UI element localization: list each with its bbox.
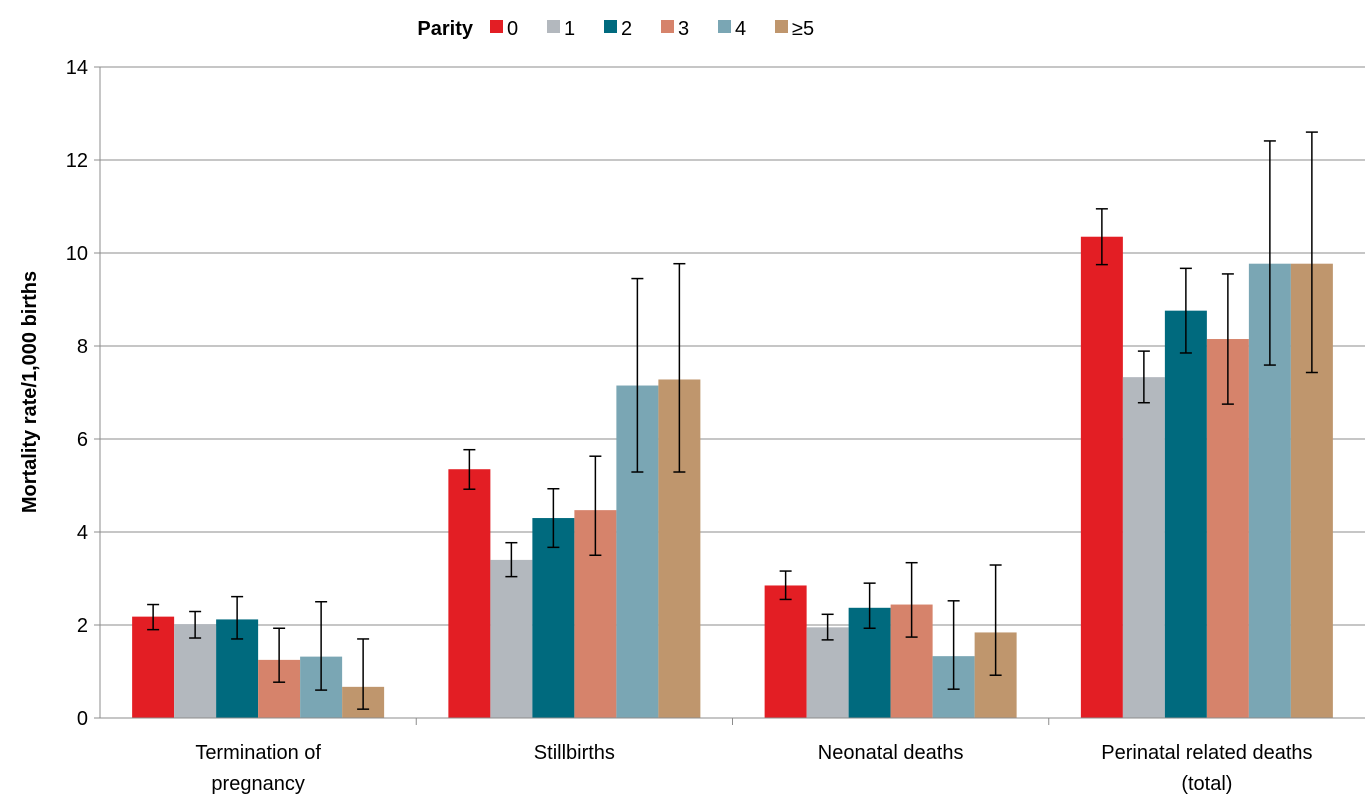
x-tick-label: Perinatal related deaths: [1101, 742, 1312, 764]
gridlines: [100, 66, 1365, 626]
bar: [448, 469, 491, 718]
bar: [806, 627, 849, 718]
x-tick-label: Stillbirths: [534, 742, 615, 764]
legend-label: 2: [621, 18, 632, 40]
error-bars: [147, 131, 1318, 710]
y-tick-label: 6: [77, 429, 88, 451]
x-tick-label: Neonatal deaths: [818, 742, 964, 764]
legend-label: 1: [564, 18, 575, 40]
legend-label: ≥5: [792, 18, 814, 40]
y-tick-label: 14: [66, 57, 88, 79]
bar: [532, 518, 575, 718]
legend-label: 0: [507, 18, 518, 40]
y-tick-label: 2: [77, 615, 88, 637]
x-tick-label: pregnancy: [211, 773, 304, 795]
axes: 0 2 4 6 8 10 12 14 Termination of pregnancy Stillb…: [66, 57, 1365, 795]
y-tick-label: 0: [77, 708, 88, 730]
legend-swatch: [604, 20, 617, 33]
bar: [764, 585, 807, 718]
legend-label: 4: [735, 18, 746, 40]
y-tick-label: 4: [77, 522, 88, 544]
bar: [174, 624, 217, 718]
y-tick-label: 12: [66, 150, 88, 172]
legend-title: Parity: [417, 18, 473, 40]
legend-swatch: [490, 20, 503, 33]
y-axis-label: Mortality rate/1,000 births: [19, 271, 41, 513]
x-tick-label: Termination of: [195, 742, 321, 764]
legend-swatch: [661, 20, 674, 33]
x-tick-label: (total): [1181, 773, 1232, 795]
legend-swatch: [547, 20, 560, 33]
legend-swatch: [718, 20, 731, 33]
bar: [1080, 236, 1123, 718]
legend: Parity 0 1 2 3 4 ≥5: [417, 18, 814, 40]
bar: [1122, 377, 1165, 718]
bar: [132, 616, 175, 718]
legend-label: 3: [678, 18, 689, 40]
bar: [490, 559, 533, 718]
legend-swatch: [775, 20, 788, 33]
y-tick-label: 8: [77, 336, 88, 358]
y-tick-label: 10: [66, 243, 88, 265]
bars: [132, 236, 1333, 718]
bar: [1164, 310, 1207, 718]
